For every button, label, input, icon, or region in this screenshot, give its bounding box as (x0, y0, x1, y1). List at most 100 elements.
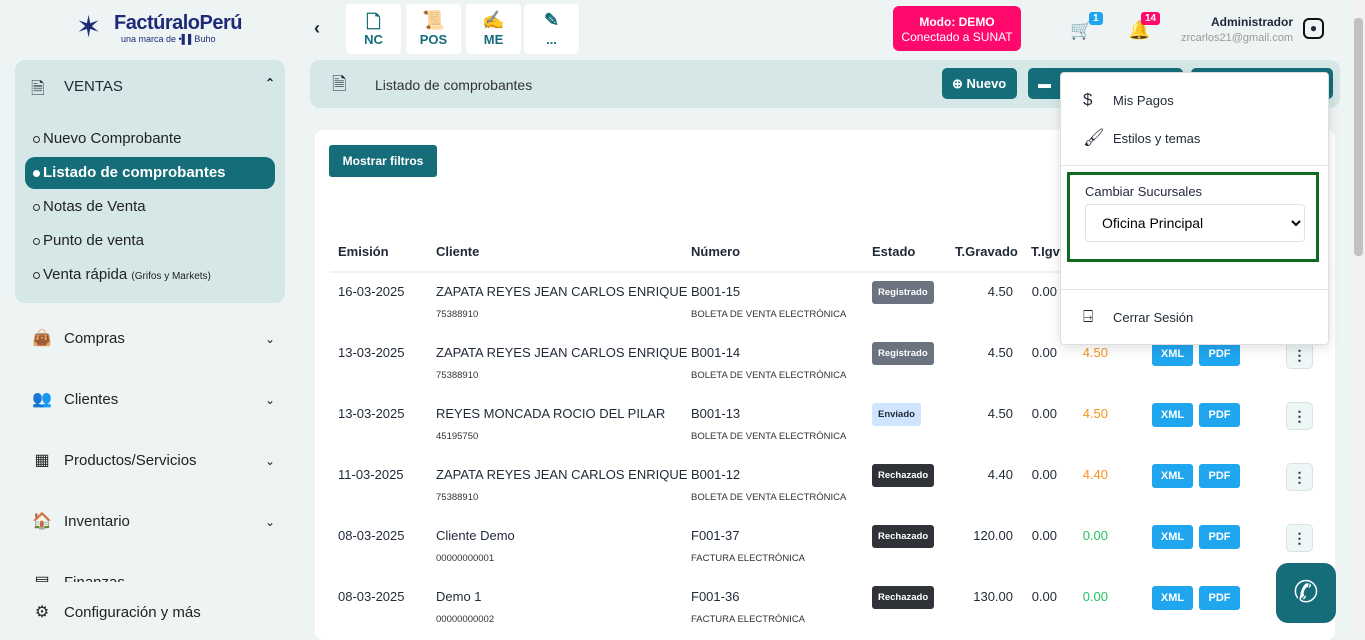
quick-button-moremoremore[interactable]: ✎... (524, 4, 579, 54)
receipt-dollar-icon: $ (1083, 90, 1093, 109)
document-number[interactable]: B001-12 (691, 467, 741, 482)
sidebar-item-venta-rapida[interactable]: Venta rápida (Grifos y Markets) (25, 259, 275, 291)
sidebar-item-4[interactable]: ▤ Finanzas ⌄ (30, 568, 280, 582)
gear-icon: ⚙ (34, 604, 50, 621)
menu-item-estilos[interactable]: 🖌 Estilos y temas (1083, 126, 1200, 150)
show-filters-button[interactable]: Mostrar filtros (329, 145, 437, 177)
client-name: ZAPATA REYES JEAN CARLOS ENRIQUE (436, 345, 688, 360)
document-number[interactable]: B001-15 (691, 284, 741, 299)
logo[interactable]: ✶ FactúraloPerú una marca de •▌▌Buho (76, 11, 242, 44)
sidebar-ventas: 🗎 VENTAS ⌃ Nuevo Comprobante Listado de … (15, 60, 285, 303)
receipt-icon: 🗋 (366, 12, 381, 32)
sidebar-item-listado-comprobantes[interactable]: Listado de comprobantes (25, 157, 275, 189)
client-name: ZAPATA REYES JEAN CARLOS ENRIQUE (436, 467, 688, 482)
menu-item-logout[interactable]: ⍈ Cerrar Sesión (1083, 305, 1193, 329)
quick-button-label: POS (419, 32, 448, 47)
document-icon: 🗎 (31, 79, 45, 98)
sidebar-item-nuevo-comprobante[interactable]: Nuevo Comprobante (25, 123, 275, 155)
row-actions-button[interactable]: ⋮ (1286, 341, 1313, 369)
branch-select[interactable]: Oficina Principal (1085, 204, 1305, 242)
sidebar-ventas-toggle[interactable]: 🗎 VENTAS ⌃ (15, 60, 285, 112)
column-header[interactable]: T.Gravado (955, 244, 1018, 259)
download-xml-button[interactable]: XML (1152, 586, 1193, 610)
status-badge: Rechazado (872, 525, 935, 548)
sidebar-item-label: Finanzas (64, 574, 125, 582)
page-title: Listado de comprobantes (375, 77, 533, 93)
user-avatar-icon[interactable]: ● (1303, 18, 1324, 39)
download-xml-button[interactable]: XML (1152, 464, 1193, 488)
sidebar-item-0[interactable]: 👜 Compras ⌄ (30, 324, 280, 354)
menu-item-mis-pagos[interactable]: $ Mis Pagos (1083, 88, 1174, 112)
user-dropdown-menu: $ Mis Pagos 🖌 Estilos y temas Cambiar Sucu… (1060, 72, 1329, 345)
warehouse-icon: 🏠 (32, 513, 52, 530)
quick-button-nc[interactable]: 🗋 NC (346, 4, 401, 54)
sidebar-item-5[interactable]: ⚙ Configuración y más (30, 598, 280, 628)
column-header[interactable]: Emisión (338, 244, 389, 259)
column-header[interactable]: Cliente (436, 244, 480, 259)
scrollbar-thumb[interactable] (1354, 18, 1363, 256)
total-gravado: 130.00 (973, 589, 1013, 604)
document-number[interactable]: F001-36 (691, 589, 740, 604)
client-name: REYES MONCADA ROCIO DEL PILAR (436, 406, 666, 421)
emission-date: 13-03-2025 (338, 406, 405, 421)
status-badge: Rechazado (872, 464, 935, 487)
quick-button-pos[interactable]: 📜 POS (406, 4, 461, 54)
sidebar-item-punto-venta[interactable]: Punto de venta (25, 225, 275, 257)
sidebar-item-2[interactable]: ▦ Productos/Servicios ⌄ (30, 446, 280, 476)
client-name: Demo 1 (436, 589, 482, 604)
chevron-down-icon: ⌄ (264, 393, 275, 407)
column-header[interactable]: Número (691, 244, 741, 259)
document-type: BOLETA DE VENTA ELECTRÓNICA (691, 431, 847, 442)
download-xml-button[interactable]: XML (1152, 525, 1193, 549)
cart-icon[interactable]: 🛒 (1070, 20, 1093, 40)
document-type: BOLETA DE VENTA ELECTRÓNICA (691, 370, 847, 381)
row-actions-button[interactable]: ⋮ (1286, 463, 1313, 491)
download-xml-button[interactable]: XML (1152, 403, 1193, 427)
download-pdf-button[interactable]: PDF (1199, 403, 1240, 427)
quick-button-label: NC (364, 32, 383, 47)
sidebar-item-3[interactable]: 🏠 Inventario ⌄ (30, 507, 280, 537)
wallet-icon: ▤ (30, 568, 54, 582)
sidebar-item-1[interactable]: 👥 Clientes ⌄ (30, 385, 280, 415)
row-actions-button[interactable]: ⋮ (1286, 402, 1313, 430)
quick-button-me[interactable]: ✍ ME (466, 4, 521, 54)
document-number[interactable]: F001-37 (691, 528, 740, 543)
new-button[interactable]: ⊕ Nuevo (942, 68, 1017, 99)
download-pdf-button[interactable]: PDF (1199, 342, 1240, 366)
download-pdf-button[interactable]: PDF (1199, 586, 1240, 610)
column-header[interactable]: Estado (872, 244, 916, 259)
user-menu[interactable]: Administrador zrcarlos21@gmail.com (1180, 15, 1293, 44)
chevron-down-icon: ⌄ (264, 332, 275, 346)
sidebar-item-label: Compras (64, 330, 125, 347)
column-header[interactable]: T.Igv (1031, 244, 1060, 259)
users-icon: 👥 (32, 391, 52, 408)
sidebar-item-notas-venta[interactable]: Notas de Venta (25, 191, 275, 223)
status-badge: Registrado (872, 281, 934, 304)
total-gravado: 4.50 (987, 284, 1013, 299)
download-pdf-button[interactable]: PDF (1199, 525, 1240, 549)
chevron-up-icon: ⌃ (264, 76, 275, 90)
client-document: 00000000002 (436, 614, 495, 625)
divider (330, 271, 1330, 273)
divider (1061, 165, 1328, 166)
paint-roller-icon: 🖌 (1083, 128, 1105, 147)
document-number[interactable]: B001-13 (691, 406, 741, 421)
document-number[interactable]: B001-14 (691, 345, 741, 360)
whatsapp-icon: ✆ (1293, 576, 1319, 609)
whatsapp-button[interactable]: ✆ (1276, 563, 1336, 623)
total-igv: 0.00 (1031, 467, 1057, 482)
hummingbird-icon: ✶ (76, 11, 102, 44)
divider (1061, 289, 1328, 290)
grid-icon: ▦ (34, 452, 50, 469)
bell-icon[interactable]: 🔔 (1128, 20, 1151, 40)
total-igv: 0.00 (1031, 345, 1057, 360)
download-xml-button[interactable]: XML (1152, 342, 1193, 366)
total: 0.00 (1082, 589, 1108, 604)
document-icon: 🗎 (332, 74, 347, 94)
document-type: FACTURA ELECTRÓNICA (691, 614, 806, 625)
row-actions-button[interactable]: ⋮ (1286, 524, 1313, 552)
total: 4.40 (1082, 467, 1108, 482)
download-pdf-button[interactable]: PDF (1199, 464, 1240, 488)
client-name: ZAPATA REYES JEAN CARLOS ENRIQUE (436, 284, 688, 299)
collapse-sidebar-button[interactable]: ‹ (314, 18, 320, 38)
